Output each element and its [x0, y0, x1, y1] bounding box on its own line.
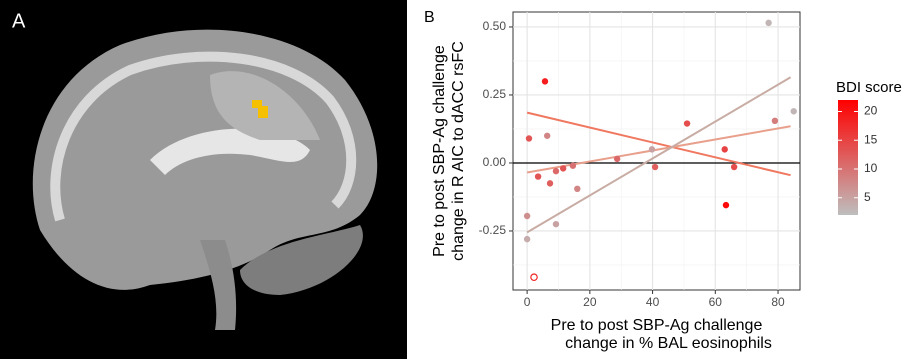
y-tick-label: 0.50: [483, 19, 507, 33]
figure: A B 0 20 40 60 80 -0.25 0.00 0.25 0.50 Pre to pos…: [0, 0, 915, 359]
point: [649, 146, 655, 152]
x-tick-label: 0: [524, 295, 531, 309]
point: [535, 173, 541, 179]
x-tick-label: 80: [771, 295, 785, 309]
activation-cluster: [258, 106, 268, 118]
colorbar-tick-label: 10: [864, 161, 878, 175]
page: {"panel_a": {"label": "A"}, "chart_data"…: [0, 0, 915, 359]
point: [765, 20, 771, 26]
point: [731, 164, 737, 170]
point: [772, 118, 778, 124]
plot-frame: [513, 12, 800, 290]
point: [652, 164, 658, 170]
x-axis-title: change in % BAL eosinophils: [565, 335, 772, 352]
colorbar-tick-label: 20: [864, 104, 878, 118]
panel-label: B: [424, 9, 435, 26]
point: [574, 186, 580, 192]
point: [553, 168, 559, 174]
x-axis-title: Pre to post SBP-Ag challenge: [551, 317, 763, 334]
point: [722, 146, 728, 152]
point: [542, 78, 548, 84]
y-axis-title: Pre to post SBP-Ag challenge: [431, 45, 448, 257]
point: [526, 135, 532, 141]
point: [547, 180, 553, 186]
y-axis-title: change in R AIC to dACC rsFC: [450, 41, 467, 261]
point: [544, 133, 550, 139]
colorbar-tick-label: 15: [864, 132, 878, 146]
y-tick-label: 0.25: [483, 87, 507, 101]
y-tick-label: -0.25: [479, 223, 507, 237]
x-tick-label: 20: [583, 295, 597, 309]
x-tick-label: 60: [709, 295, 723, 309]
brain-panel: A: [0, 0, 407, 359]
panel-label: A: [12, 10, 26, 32]
point: [524, 236, 530, 242]
point: [560, 165, 566, 171]
point: [791, 108, 797, 114]
x-tick-label: 40: [646, 295, 660, 309]
point: [570, 162, 576, 168]
y-tick-label: 0.00: [483, 155, 507, 169]
colorbar-tick-label: 5: [864, 190, 871, 204]
point: [723, 202, 729, 208]
point: [614, 156, 620, 162]
legend-title: BDI score: [836, 79, 902, 96]
point: [684, 120, 690, 126]
point: [553, 221, 559, 227]
point: [524, 213, 530, 219]
